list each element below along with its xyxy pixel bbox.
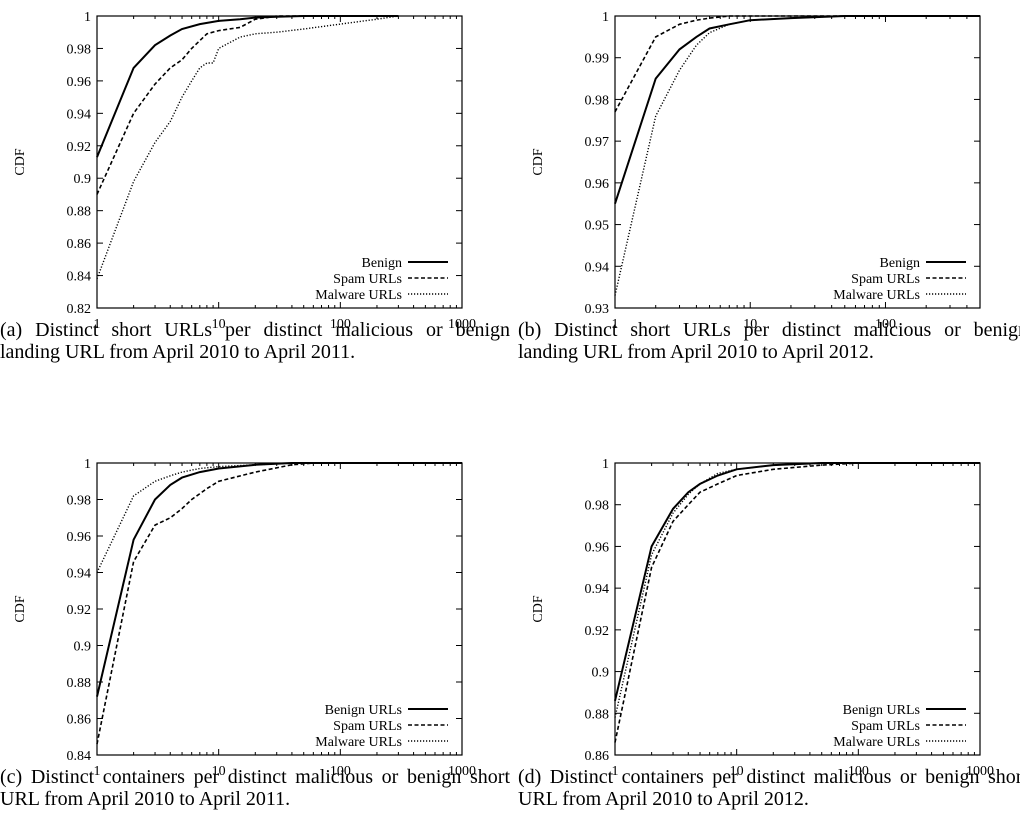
legend-label: Benign URLs <box>325 703 402 718</box>
chart-d: 0.86 0.88 0.9 0.92 0.94 0.96 0.98 1 1 10 100 1000 CD… <box>531 457 994 779</box>
chart-a: 0.82 0.84 0.86 0.88 0.9 0.92 0.94 0.96 0.98 1 1 10 1… <box>13 10 476 332</box>
y-tick-label: 0.98 <box>585 93 610 108</box>
caption-c: (c) Distinct containers per distinct mal… <box>0 766 510 810</box>
y-axis-label: CDF <box>531 148 546 175</box>
caption-a: (a) Distinct short URLs per distinct mal… <box>0 319 510 363</box>
chart-c: 0.84 0.86 0.88 0.9 0.92 0.94 0.96 0.98 1 1 10 100 10… <box>13 457 476 779</box>
legend-label: Spam URLs <box>851 272 920 287</box>
y-tick-label: 0.88 <box>585 707 610 722</box>
x-tick-label: 1 <box>612 764 619 779</box>
x-tick-label: 100 <box>848 764 869 779</box>
series-line-spam-urls <box>96 15 399 195</box>
legend-label: Benign <box>880 256 920 271</box>
y-tick-label: 0.96 <box>67 530 92 545</box>
y-tick-label: 0.92 <box>585 624 610 639</box>
y-tick-label: 0.9 <box>74 172 92 187</box>
plot-frame <box>614 462 981 756</box>
series-line-spam-urls <box>614 462 980 743</box>
y-tick-label: 0.9 <box>592 666 610 681</box>
x-tick-label: 100 <box>330 764 351 779</box>
y-tick-label: 0.93 <box>585 302 610 317</box>
y-tick-label: 0.98 <box>67 42 92 57</box>
x-tick-label: 1000 <box>966 764 994 779</box>
y-tick-label: 1 <box>602 457 609 472</box>
series-line-malware-urls <box>96 462 462 573</box>
legend-label: Spam URLs <box>333 272 402 287</box>
x-tick-label: 10 <box>212 764 226 779</box>
x-tick-label: 10 <box>212 317 226 332</box>
y-tick-label: 0.98 <box>585 499 610 514</box>
legend-label: Spam URLs <box>851 719 920 734</box>
y-tick-label: 0.94 <box>585 582 610 597</box>
series-line-spam-urls <box>614 15 980 113</box>
series-line-benign-urls <box>614 462 980 702</box>
series-line-benign <box>614 15 980 205</box>
series-line-malware-urls <box>614 15 980 296</box>
y-axis-label: CDF <box>13 148 28 175</box>
x-tick-label: 1 <box>94 764 101 779</box>
y-tick-label: 0.88 <box>67 205 92 220</box>
y-tick-label: 1 <box>84 457 91 472</box>
x-tick-label: 1 <box>612 317 619 332</box>
y-tick-label: 0.88 <box>67 676 92 691</box>
legend-label: Malware URLs <box>315 735 402 750</box>
y-tick-label: 0.97 <box>585 135 610 150</box>
y-axis-label: CDF <box>531 595 546 622</box>
legend-label: Malware URLs <box>833 735 920 750</box>
y-tick-label: 0.86 <box>67 237 92 252</box>
caption-b: (b) Distinct short URLs per distinct mal… <box>518 319 1020 363</box>
y-tick-label: 0.96 <box>585 177 610 192</box>
legend-label: Malware URLs <box>833 288 920 303</box>
series-line-malware-urls <box>96 15 399 280</box>
legend-label: Spam URLs <box>333 719 402 734</box>
y-tick-label: 0.9 <box>74 640 92 655</box>
y-tick-label: 0.94 <box>67 107 92 122</box>
y-tick-label: 0.96 <box>67 75 92 90</box>
chart-b: 0.93 0.94 0.95 0.96 0.97 0.98 0.99 1 1 10 100 CDF Be… <box>531 10 981 332</box>
y-tick-label: 0.96 <box>585 540 610 555</box>
legend-label: Benign URLs <box>843 703 920 718</box>
y-tick-label: 0.82 <box>67 302 92 317</box>
y-tick-label: 0.99 <box>585 52 610 67</box>
y-axis-label: CDF <box>13 595 28 622</box>
x-tick-label: 1000 <box>448 764 476 779</box>
y-tick-label: 0.86 <box>67 713 92 728</box>
plot-frame <box>96 15 463 309</box>
legend-label: Malware URLs <box>315 288 402 303</box>
series-line-spam-urls <box>96 462 462 745</box>
legend-label: Benign <box>362 256 402 271</box>
y-tick-label: 0.86 <box>585 749 610 764</box>
x-tick-label: 100 <box>330 317 351 332</box>
x-tick-label: 10 <box>730 764 744 779</box>
y-tick-label: 0.92 <box>67 603 92 618</box>
x-tick-label: 1000 <box>448 317 476 332</box>
x-tick-label: 1 <box>94 317 101 332</box>
y-tick-label: 1 <box>84 10 91 25</box>
y-tick-label: 1 <box>602 10 609 25</box>
y-tick-label: 0.94 <box>585 260 610 275</box>
y-tick-label: 0.94 <box>67 567 92 582</box>
y-tick-label: 0.84 <box>67 749 92 764</box>
y-tick-label: 0.84 <box>67 270 92 285</box>
y-tick-label: 0.95 <box>585 219 610 234</box>
series-line-benign-urls <box>96 462 462 697</box>
x-tick-label: 10 <box>743 317 757 332</box>
series-line-malware-urls <box>614 462 980 718</box>
caption-d: (d) Distinct containers per distinct mal… <box>518 766 1020 810</box>
series-line-benign <box>96 15 399 158</box>
y-tick-label: 0.92 <box>67 140 92 155</box>
x-tick-label: 100 <box>875 317 896 332</box>
y-tick-label: 0.98 <box>67 494 92 509</box>
